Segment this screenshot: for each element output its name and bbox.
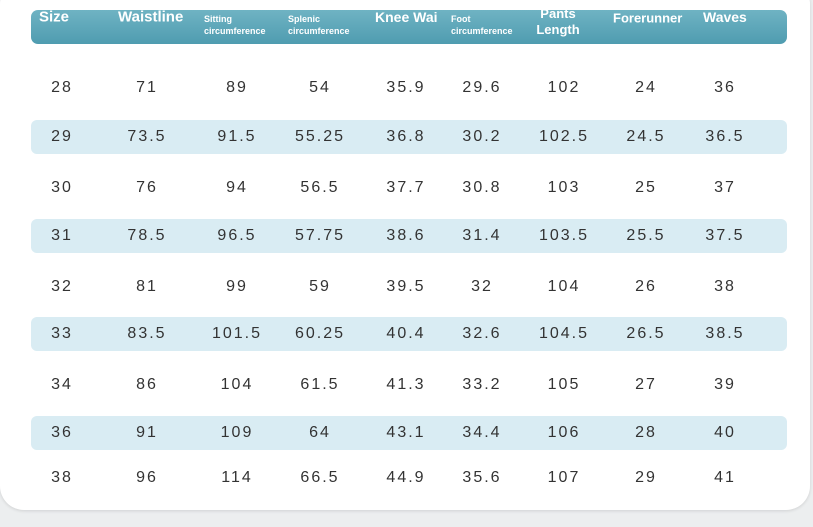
row-stripe [31,416,787,450]
table-cell: 101.5 [211,325,263,342]
table-cell: 34 [51,376,73,393]
table-cell: 38 [51,469,73,486]
table-cell: 29 [635,469,657,486]
header-cell: Sitting circumference [204,14,266,36]
table-cell: 37 [714,179,736,196]
table-cell: 35.9 [386,79,426,96]
table-cell: 37.7 [386,179,426,196]
table-cell: 91 [136,424,158,441]
table-cell: 96 [136,469,158,486]
header-cell: Waves [703,9,747,25]
header-cell: Size [39,8,70,26]
table-cell: 29.6 [462,79,502,96]
table-cell: 35.6 [462,469,502,486]
table-cell: 36 [714,79,736,96]
header-bar [31,10,787,44]
header-cell: Waistline [118,8,184,26]
header-cell: Pants Length [536,6,580,37]
table-cell: 33 [51,325,73,342]
table-cell: 36 [51,424,73,441]
row-stripe [31,120,787,154]
header-cell: Splenic circumference [288,14,350,36]
table-cell: 103 [547,179,581,196]
table-cell: 83.5 [127,325,167,342]
table-cell: 60.25 [294,325,346,342]
table-cell: 86 [136,376,158,393]
table-cell: 114 [221,469,253,486]
table-cell: 28 [635,424,657,441]
table-cell: 31 [51,227,73,244]
table-cell: 40 [714,424,736,441]
table-cell: 24.5 [626,128,666,145]
table-cell: 29 [51,128,73,145]
table-cell: 38 [714,278,736,295]
table-cell: 43.1 [386,424,426,441]
table-cell: 33.2 [462,376,502,393]
table-cell: 55.25 [294,128,346,145]
table-cell: 102.5 [538,128,590,145]
table-cell: 30 [51,179,73,196]
table-cell: 105 [547,376,581,393]
table-cell: 41 [714,469,736,486]
table-cell: 73.5 [127,128,167,145]
table-cell: 102 [547,79,581,96]
table-cell: 107 [547,469,581,486]
table-cell: 38.5 [705,325,745,342]
table-cell: 32.6 [462,325,502,342]
table-cell: 31.4 [462,227,502,244]
header-cell: Forerunner [613,10,683,26]
table-cell: 91.5 [217,128,257,145]
table-cell: 104.5 [538,325,590,342]
table-cell: 38.6 [386,227,426,244]
table-cell: 32 [471,278,493,295]
table-cell: 30.8 [462,179,502,196]
row-stripe [31,219,787,253]
table-cell: 54 [309,79,331,96]
table-cell: 26 [635,278,657,295]
table-cell: 28 [51,79,73,96]
table-cell: 40.4 [386,325,426,342]
table-cell: 106 [547,424,581,441]
table-cell: 64 [309,424,331,441]
table-cell: 89 [226,79,248,96]
table-cell: 27 [635,376,657,393]
table-cell: 39 [714,376,736,393]
table-cell: 25.5 [626,227,666,244]
table-cell: 76 [136,179,158,196]
table-cell: 57.75 [294,227,346,244]
table-cell: 34.4 [462,424,502,441]
table-cell: 56.5 [300,179,340,196]
table-cell: 37.5 [705,227,745,244]
table-cell: 36.8 [386,128,426,145]
header-cell: Foot circumference [451,14,513,36]
table-cell: 104 [220,376,254,393]
table-cell: 71 [136,79,158,96]
table-cell: 36.5 [705,128,745,145]
table-cell: 59 [309,278,331,295]
table-cell: 39.5 [386,278,426,295]
table-cell: 41.3 [386,376,426,393]
table-cell: 94 [226,179,248,196]
table-cell: 30.2 [462,128,502,145]
table-cell: 96.5 [217,227,257,244]
row-stripe [31,317,787,351]
table-cell: 32 [51,278,73,295]
table-cell: 61.5 [300,376,340,393]
table-cell: 24 [635,79,657,96]
table-cell: 44.9 [386,469,426,486]
table-cell: 78.5 [127,227,167,244]
header-cell: Knee Wai [375,9,438,25]
table-cell: 26.5 [626,325,666,342]
table-cell: 25 [635,179,657,196]
table-cell: 99 [226,278,248,295]
table-cell: 103.5 [538,227,590,244]
table-cell: 81 [136,278,158,295]
table-cell: 104 [547,278,581,295]
table-cell: 66.5 [300,469,340,486]
table-cell: 109 [220,424,254,441]
